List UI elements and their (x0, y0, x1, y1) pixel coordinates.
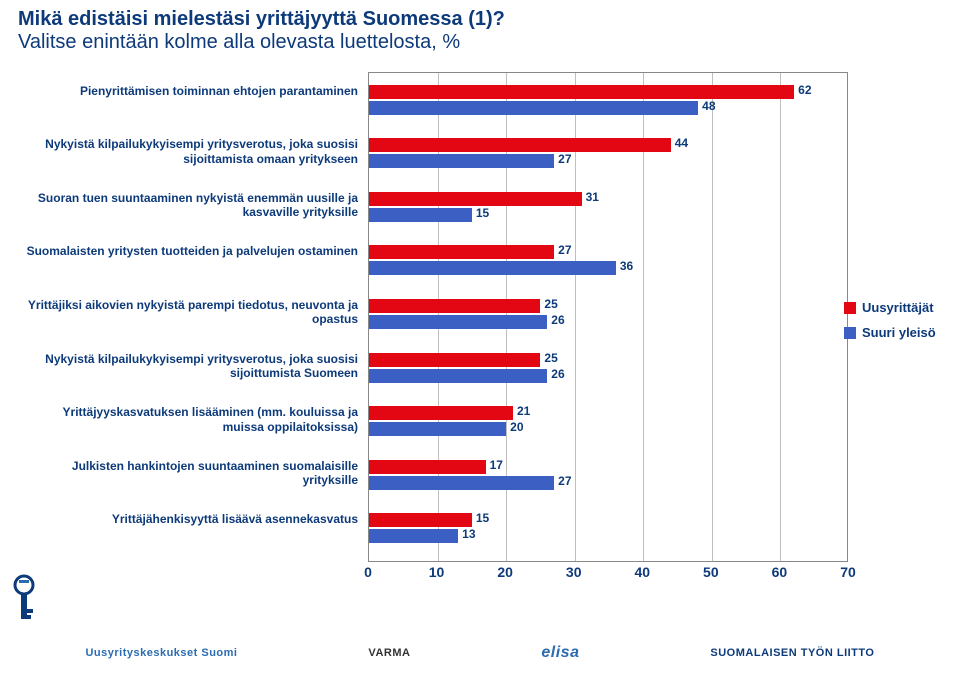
bar-value-2: 13 (462, 527, 475, 541)
x-tick: 70 (840, 564, 856, 580)
bar-series-2 (369, 208, 472, 222)
legend-swatch-1 (844, 302, 856, 314)
bar-group: 2526 (369, 295, 847, 341)
bar-value-2: 48 (702, 99, 715, 113)
key-icon (6, 573, 42, 621)
x-tick: 40 (634, 564, 650, 580)
labels-column: Pienyrittämisen toiminnan ehtojen parant… (18, 72, 368, 592)
bar-series-2 (369, 315, 547, 329)
legend-label-2: Suuri yleisö (862, 325, 936, 340)
bar-series-2 (369, 261, 616, 275)
bar-value-1: 44 (675, 136, 688, 150)
bar-group: 2120 (369, 402, 847, 448)
bar-value-1: 31 (586, 190, 599, 204)
bar-value-1: 17 (490, 458, 503, 472)
legend-swatch-2 (844, 327, 856, 339)
x-tick: 10 (429, 564, 445, 580)
bar-series-1 (369, 460, 486, 474)
bar-series-2 (369, 154, 554, 168)
category-label: Yrittäjähenkisyyttä lisäävä asennekasvat… (18, 512, 358, 526)
chart-row: Pienyrittämisen toiminnan ehtojen parant… (18, 72, 942, 592)
bar-series-1 (369, 192, 582, 206)
bar-value-2: 27 (558, 474, 571, 488)
bar-series-1 (369, 299, 540, 313)
bar-series-2 (369, 476, 554, 490)
category-label: Nykyistä kilpailukykyisempi yritysverotu… (18, 352, 358, 381)
bar-value-1: 15 (476, 511, 489, 525)
x-tick: 0 (364, 564, 372, 580)
page: Mikä edistäisi mielestäsi yrittäjyyttä S… (0, 0, 960, 681)
category-label: Suomalaisten yritysten tuotteiden ja pal… (18, 244, 358, 258)
bar-group: 1513 (369, 509, 847, 555)
bar-group: 44 27 (369, 134, 847, 180)
x-tick: 20 (497, 564, 513, 580)
bar-value-1: 62 (798, 83, 811, 97)
bar-value-2: 26 (551, 313, 564, 327)
category-label: Nykyistä kilpailukykyisempi yritysverotu… (18, 137, 358, 166)
logo-stl: SUOMALAISEN TYÖN LIITTO (710, 647, 874, 659)
logo-uusyrityskeskukset: Uusyrityskeskukset Suomi (85, 647, 237, 659)
bar-group: 31 15 (369, 188, 847, 234)
plot-area: 624844273115273625262526212017271513 (368, 72, 848, 562)
bar-series-2 (369, 369, 547, 383)
legend-item-1: Uusyrittäjät (844, 300, 936, 315)
title-line-1: Mikä edistäisi mielestäsi yrittäjyyttä S… (18, 8, 942, 31)
bar-value-2: 26 (551, 367, 564, 381)
bar-series-1 (369, 138, 671, 152)
bar-series-1 (369, 245, 554, 259)
category-label: Suoran tuen suuntaaminen nykyistä enemmä… (18, 191, 358, 220)
bar-value-1: 27 (558, 243, 571, 257)
category-label: Pienyrittämisen toiminnan ehtojen parant… (18, 84, 358, 98)
bar-value-1: 25 (544, 351, 557, 365)
bar-series-2 (369, 101, 698, 115)
bar-value-2: 36 (620, 259, 633, 273)
bar-series-2 (369, 529, 458, 543)
bar-group: 2526 (369, 349, 847, 395)
title-block: Mikä edistäisi mielestäsi yrittäjyyttä S… (18, 8, 942, 54)
legend: Uusyrittäjät Suuri yleisö (844, 300, 936, 350)
bar-value-2: 20 (510, 420, 523, 434)
bar-group: 1727 (369, 456, 847, 502)
category-label: Yrittäjiksi aikovien nykyistä parempi ti… (18, 298, 358, 327)
bar-value-1: 21 (517, 404, 530, 418)
x-tick: 50 (703, 564, 719, 580)
x-tick: 30 (566, 564, 582, 580)
bar-group: 27 36 (369, 241, 847, 287)
category-label: Julkisten hankintojen suuntaaminen suoma… (18, 459, 358, 488)
bar-value-2: 27 (558, 152, 571, 166)
footer-logos: Uusyrityskeskukset Suomi VARMA elisa SUO… (0, 631, 960, 675)
bar-value-1: 25 (544, 297, 557, 311)
bar-series-1 (369, 513, 472, 527)
logo-elisa: elisa (541, 644, 579, 662)
bar-series-1 (369, 353, 540, 367)
bar-value-2: 15 (476, 206, 489, 220)
bar-series-1 (369, 406, 513, 420)
legend-item-2: Suuri yleisö (844, 325, 936, 340)
bar-series-1 (369, 85, 794, 99)
category-label: Yrittäjyyskasvatuksen lisääminen (mm. ko… (18, 405, 358, 434)
bar-series-2 (369, 422, 506, 436)
title-line-2: Valitse enintään kolme alla olevasta lue… (18, 31, 942, 54)
x-tick: 60 (772, 564, 788, 580)
bar-group: 62 48 (369, 81, 847, 127)
legend-label-1: Uusyrittäjät (862, 300, 934, 315)
x-axis: 010203040506070 (368, 564, 848, 588)
logo-varma: VARMA (368, 647, 410, 659)
